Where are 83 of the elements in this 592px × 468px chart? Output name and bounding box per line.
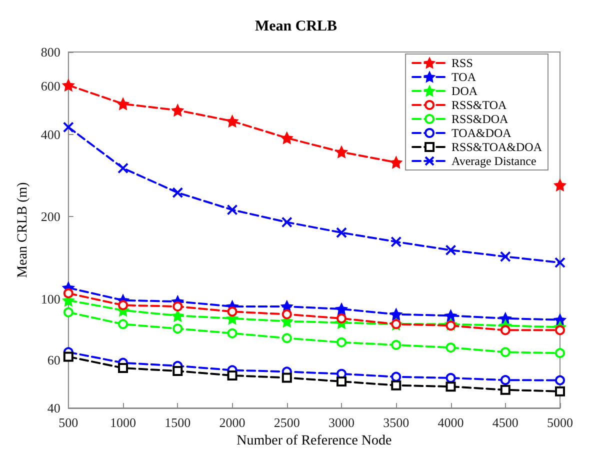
legend-label: RSS&TOA&DOA: [452, 140, 542, 154]
point: [117, 98, 130, 110]
point: [118, 363, 128, 374]
legend-label: TOA: [452, 70, 476, 84]
x-tick-label: 2500: [274, 415, 300, 430]
point: [390, 236, 402, 248]
point: [227, 370, 238, 380]
x-tick-label: 2000: [219, 415, 246, 430]
x-axis-title: Number of Reference Node: [236, 434, 392, 448]
point: [555, 325, 565, 336]
point: [446, 342, 456, 353]
legend-label: RSS&TOA: [452, 98, 507, 112]
point: [554, 257, 566, 268]
x-tick-label: 1500: [164, 415, 191, 430]
point: [118, 162, 129, 174]
x-tick-label: 3500: [383, 415, 410, 430]
legend-label: TOA&DOA: [452, 126, 512, 140]
point: [63, 307, 74, 318]
point: [446, 382, 456, 392]
point: [500, 325, 510, 336]
point: [336, 303, 348, 316]
point: [172, 104, 184, 116]
x-tick-label: 5000: [547, 415, 573, 430]
legend-label: DOA: [452, 84, 478, 98]
point: [500, 375, 510, 386]
point: [281, 216, 292, 228]
point: [118, 300, 128, 310]
point: [444, 310, 457, 322]
point: [282, 309, 292, 320]
x-tick-label: 4500: [492, 415, 518, 430]
point: [282, 333, 292, 344]
point: [226, 204, 238, 216]
point: [336, 146, 348, 158]
point: [500, 251, 511, 262]
point: [555, 348, 565, 358]
y-tick-label: 100: [40, 292, 60, 307]
point: [336, 227, 348, 238]
legend-label: RSS&DOA: [452, 112, 509, 126]
point: [172, 310, 184, 322]
x-tick-label: 3000: [328, 415, 355, 430]
x-tick-label: 1000: [110, 415, 136, 430]
point: [391, 340, 402, 350]
point: [445, 244, 456, 256]
point: [280, 132, 293, 144]
y-axis-title: Mean CRLB (m): [16, 182, 30, 278]
point: [172, 187, 184, 198]
point: [391, 380, 402, 390]
y-tick-label: 40: [47, 400, 60, 416]
point: [118, 319, 128, 330]
chart-title: Mean CRLB: [254, 18, 338, 34]
x-tick-label: 500: [58, 415, 78, 430]
point: [500, 347, 510, 358]
x-tick-label: 4000: [438, 415, 464, 430]
y-tick-label: 800: [40, 44, 60, 60]
point: [226, 115, 238, 128]
point: [172, 366, 183, 376]
point: [555, 386, 565, 396]
legend-label: RSS: [452, 56, 473, 70]
y-tick-label: 600: [40, 78, 60, 94]
point: [336, 313, 347, 324]
point: [500, 384, 510, 395]
point: [172, 324, 183, 334]
point: [336, 337, 347, 348]
point: [282, 372, 292, 383]
point: [554, 179, 566, 192]
y-tick-label: 400: [40, 126, 60, 142]
point: [336, 376, 347, 386]
point: [390, 156, 402, 168]
point: [227, 328, 238, 338]
point: [172, 301, 183, 312]
point: [391, 372, 402, 382]
point: [390, 308, 402, 320]
y-tick-label: 60: [47, 352, 60, 368]
point: [555, 375, 565, 386]
point: [62, 79, 74, 92]
y-tick-label: 200: [40, 209, 60, 224]
point: [63, 288, 74, 298]
legend-label: Average Distance: [452, 154, 536, 168]
point: [446, 372, 456, 383]
point: [227, 306, 238, 317]
point: [63, 352, 74, 362]
point: [446, 320, 456, 331]
point: [62, 122, 74, 133]
